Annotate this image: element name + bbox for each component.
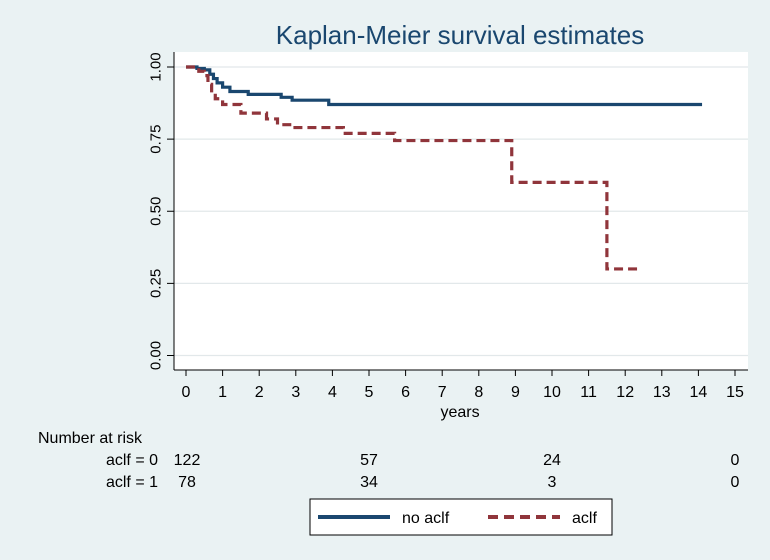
y-tick-label: 1.00 (148, 52, 165, 81)
x-tick-label: 2 (255, 384, 264, 401)
risk-value: 0 (731, 474, 740, 491)
y-tick-label: 0.25 (148, 269, 165, 298)
y-tick-label: 0.00 (148, 341, 165, 370)
series-line-no-aclf (186, 65, 703, 107)
x-tick-label: 0 (182, 384, 191, 401)
grid (174, 66, 748, 357)
risk-table: aclf = 0 122 57 24 0 aclf = 1 78 34 3 0 (106, 452, 740, 491)
legend-label-aclf: aclf (572, 510, 597, 527)
x-tick-label: 9 (511, 384, 520, 401)
risk-row-label: aclf = 0 (106, 452, 158, 469)
risk-value: 122 (174, 452, 201, 469)
x-tick-label: 7 (438, 384, 447, 401)
x-tick-label: 15 (726, 384, 744, 401)
x-tick-label: 14 (690, 384, 708, 401)
risk-value: 78 (178, 474, 196, 491)
x-tick-label: 5 (365, 384, 374, 401)
x-tick-label: 6 (401, 384, 410, 401)
y-tick-label: 0.75 (148, 125, 165, 154)
series-line-aclf (186, 65, 640, 271)
x-tick-label: 12 (616, 384, 634, 401)
series-lines (186, 65, 703, 271)
x-tick-label: 3 (291, 384, 300, 401)
x-tick-label: 8 (474, 384, 483, 401)
risk-value: 34 (360, 474, 378, 491)
x-tick-label: 13 (653, 384, 671, 401)
legend-label-no-aclf: no aclf (402, 510, 450, 527)
x-tick-label: 1 (218, 384, 227, 401)
x-tick-label: 11 (580, 384, 597, 401)
x-ticks: 0 1 2 3 4 5 6 7 8 9 10 11 12 13 14 15 (182, 370, 744, 401)
x-tick-label: 4 (328, 384, 337, 401)
risk-value: 57 (360, 452, 378, 469)
legend: no aclf aclf (309, 498, 613, 536)
y-tick-label: 0.50 (148, 197, 165, 226)
risk-value: 24 (543, 452, 561, 469)
x-axis-label: years (440, 404, 479, 421)
chart-title: Kaplan-Meier survival estimates (276, 20, 644, 50)
risk-value: 3 (548, 474, 557, 491)
x-tick-label: 10 (543, 384, 561, 401)
risk-table-header: Number at risk (38, 430, 143, 447)
risk-value: 0 (731, 452, 740, 469)
risk-row-label: aclf = 1 (106, 474, 158, 491)
y-ticks: 0.00 0.25 0.50 0.75 1.00 (148, 52, 174, 370)
